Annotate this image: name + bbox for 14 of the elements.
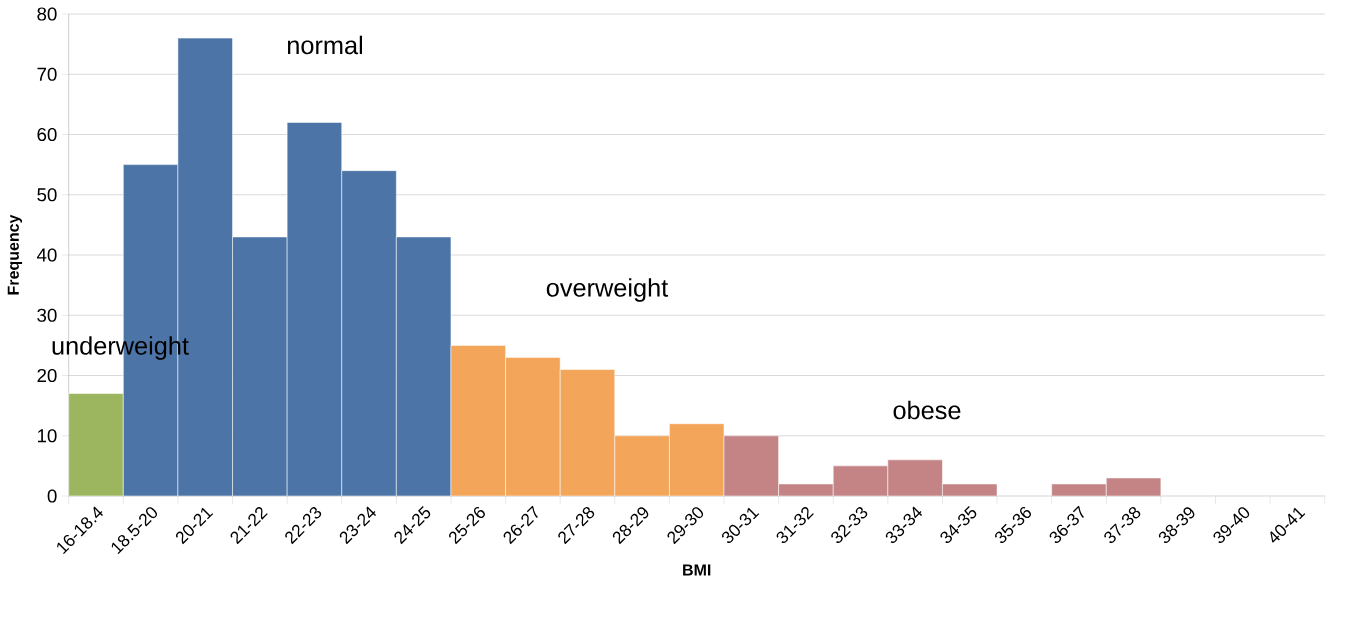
annotation: overweight [546,278,669,302]
y-tick-label: 70 [37,67,57,81]
y-tick-label: 50 [37,188,57,202]
annotation: obese [893,400,961,420]
y-axis-title: Frequency [7,214,23,295]
x-axis-title: BMI [683,564,711,576]
y-tick-label: 80 [37,7,57,21]
y-tick-label: 40 [36,248,57,262]
y-tick-label: 0 [47,489,57,503]
y-tick-label: 30 [37,308,57,322]
y-tick-label: 60 [37,127,57,142]
annotation: normal [287,35,363,55]
y-tick-label: 20 [37,368,57,383]
y-tick-label: 10 [37,429,57,443]
